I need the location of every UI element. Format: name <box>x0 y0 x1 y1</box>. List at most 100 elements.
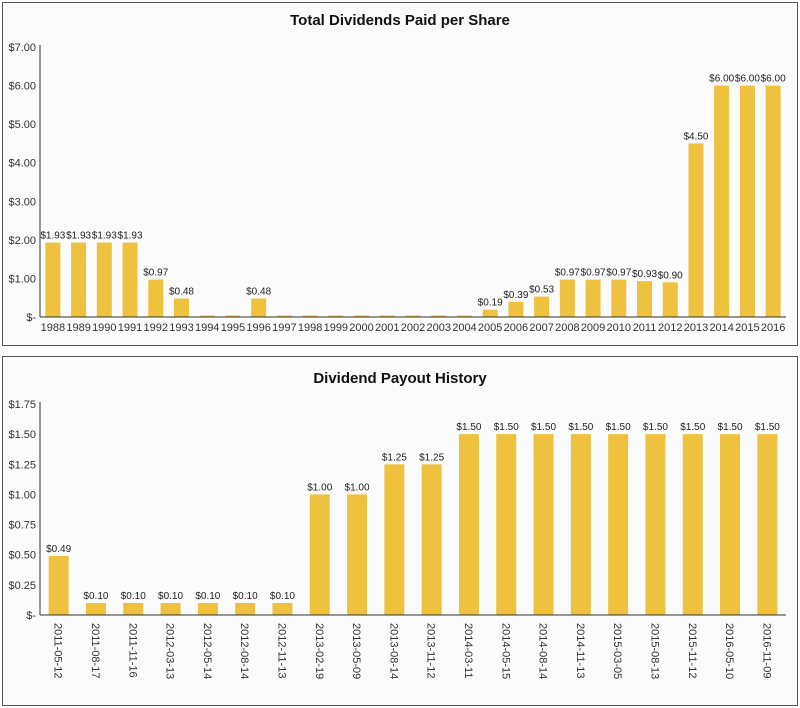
data-label: $0.48 <box>246 286 271 297</box>
data-label: $1.93 <box>92 231 117 242</box>
y-tick-label: $6.00 <box>8 81 36 93</box>
total-dividends-chart-panel: Total Dividends Paid per Share $- $1.00 $2… <box>2 2 798 346</box>
bar <box>85 602 106 615</box>
data-label: $1.00 <box>307 482 332 493</box>
x-tick-label: 1993 <box>169 322 193 334</box>
chart-title: Total Dividends Paid per Share <box>290 12 510 29</box>
x-tick-label: 2015-11-12 <box>686 623 698 678</box>
y-tick-label: $1.00 <box>8 489 36 501</box>
data-label: $1.50 <box>494 422 519 433</box>
data-label: $0.19 <box>478 298 503 309</box>
bar <box>611 279 627 317</box>
chart-title: Dividend Payout History <box>313 370 487 387</box>
bar <box>354 315 370 317</box>
x-tick-label: 2013-02-19 <box>313 623 325 679</box>
x-tick-label: 2015-03-05 <box>611 623 623 679</box>
x-tick-label: 2011-05-12 <box>52 623 64 678</box>
x-tick-label: 1994 <box>195 322 219 334</box>
bar <box>559 279 575 317</box>
data-label: $1.93 <box>66 231 91 242</box>
data-label: $0.10 <box>270 591 295 602</box>
bar <box>688 143 704 317</box>
x-tick-label: 2013-08-14 <box>387 623 399 679</box>
y-tick-label: $- <box>26 610 36 622</box>
data-label: $6.00 <box>709 74 734 85</box>
x-tick-label: 1997 <box>272 322 296 334</box>
data-label: $1.50 <box>606 422 631 433</box>
bar <box>765 85 781 317</box>
data-label: $0.97 <box>606 268 631 279</box>
data-label: $6.00 <box>761 74 786 85</box>
x-tick-label: 2011-11-16 <box>126 623 138 678</box>
x-tick-label: 2010 <box>607 322 631 334</box>
y-tick-label: $- <box>26 312 36 324</box>
data-label: $1.50 <box>643 422 668 433</box>
x-tick-label: 2014-05-15 <box>499 623 511 679</box>
data-label: $0.10 <box>158 591 183 602</box>
y-tick-label: $1.50 <box>8 429 36 441</box>
y-tick-label: $7.00 <box>8 42 36 54</box>
y-tick-label: $3.00 <box>8 196 36 208</box>
x-tick-label: 2012 <box>658 322 682 334</box>
bar <box>496 434 517 615</box>
x-tick-label: 2000 <box>349 322 373 334</box>
dividend-payout-chart-panel: Dividend Payout History $- $0.25 $0.50 $0.7… <box>2 356 798 706</box>
data-label: $4.50 <box>683 131 708 142</box>
x-tick-label: 2011-08-17 <box>89 623 101 678</box>
x-tick-label: 2012-05-14 <box>201 623 213 679</box>
x-tick-label: 1990 <box>92 322 116 334</box>
data-label: $0.10 <box>121 591 146 602</box>
bar <box>48 555 69 615</box>
bar <box>309 494 330 615</box>
bar <box>160 602 181 615</box>
y-tick-label: $4.00 <box>8 158 36 170</box>
bar <box>122 242 138 317</box>
x-tick-label: 2012-03-13 <box>164 623 176 679</box>
bar <box>637 281 653 317</box>
data-label: $1.50 <box>456 422 481 433</box>
data-label: $0.93 <box>632 269 657 280</box>
y-tick-label: $1.00 <box>8 273 36 285</box>
data-label: $1.50 <box>755 422 780 433</box>
x-tick-label: 2016-11-09 <box>760 623 772 678</box>
x-tick-label: 1999 <box>324 322 348 334</box>
y-tick-label: $0.25 <box>8 580 36 592</box>
data-label: $0.10 <box>195 591 220 602</box>
x-tick-label: 2011 <box>633 322 657 334</box>
x-tick-label: 2013-05-09 <box>350 623 362 679</box>
bar <box>508 301 524 317</box>
bar <box>347 494 368 615</box>
data-label: $0.97 <box>581 268 606 279</box>
dividend-payout-chart: Dividend Payout History $- $0.25 $0.50 $0.7… <box>8 370 786 679</box>
y-tick-label: $0.50 <box>8 550 36 562</box>
x-tick-label: 1996 <box>246 322 270 334</box>
data-label: $1.50 <box>531 422 556 433</box>
bar <box>71 242 87 317</box>
bar <box>431 315 447 317</box>
bar <box>384 464 405 615</box>
data-label: $0.97 <box>555 268 580 279</box>
bar <box>197 602 218 615</box>
data-label: $1.50 <box>568 422 593 433</box>
bar <box>534 296 550 317</box>
bar <box>645 434 666 615</box>
x-tick-label: 1989 <box>66 322 90 334</box>
bar <box>570 434 591 615</box>
x-tick-label: 2012-11-13 <box>275 623 287 678</box>
bar <box>456 315 472 317</box>
bar <box>235 602 256 615</box>
x-tick-label: 1995 <box>221 322 245 334</box>
x-tick-label: 1988 <box>41 322 65 334</box>
x-tick-label: 2015 <box>735 322 759 334</box>
x-tick-label: 2014-08-14 <box>537 623 549 679</box>
y-tick-label: $0.75 <box>8 520 36 532</box>
bar <box>272 602 293 615</box>
bar <box>148 279 164 317</box>
data-label: $0.53 <box>529 285 554 296</box>
bar <box>405 315 421 317</box>
bar <box>96 242 112 317</box>
data-label: $0.90 <box>658 270 683 281</box>
bar <box>199 315 215 317</box>
data-label: $0.48 <box>169 286 194 297</box>
bar <box>45 242 61 317</box>
